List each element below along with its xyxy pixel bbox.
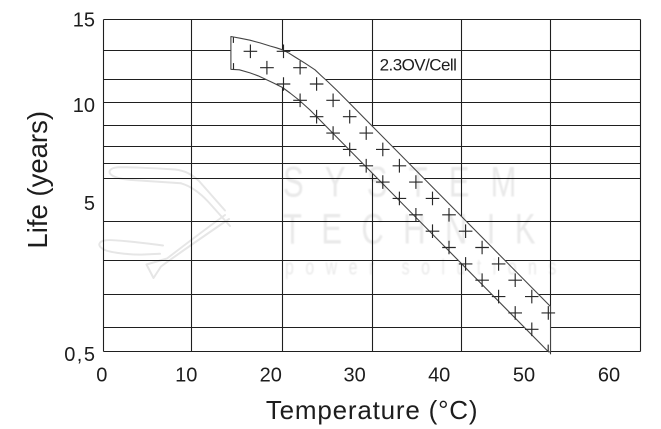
svg-text:2.3OV/Cell: 2.3OV/Cell <box>380 56 457 75</box>
svg-text:TECHNIK: TECHNIK <box>283 204 555 252</box>
svg-text:SYSTEM: SYSTEM <box>283 157 538 205</box>
svg-text:Life (years): Life (years) <box>22 111 53 249</box>
svg-text:0: 0 <box>96 365 107 387</box>
svg-text:power solutions: power solutions <box>285 256 568 280</box>
svg-text:60: 60 <box>598 365 620 387</box>
svg-text:15: 15 <box>73 9 95 31</box>
svg-text:50: 50 <box>513 365 535 387</box>
svg-text:5: 5 <box>84 193 95 215</box>
svg-text:30: 30 <box>343 365 365 387</box>
svg-text:Temperature (°C): Temperature (°C) <box>266 395 478 425</box>
svg-text:0,5: 0,5 <box>64 344 96 366</box>
svg-text:10: 10 <box>73 95 95 117</box>
svg-text:10: 10 <box>175 365 197 387</box>
svg-text:40: 40 <box>428 365 450 387</box>
svg-text:20: 20 <box>260 365 282 387</box>
